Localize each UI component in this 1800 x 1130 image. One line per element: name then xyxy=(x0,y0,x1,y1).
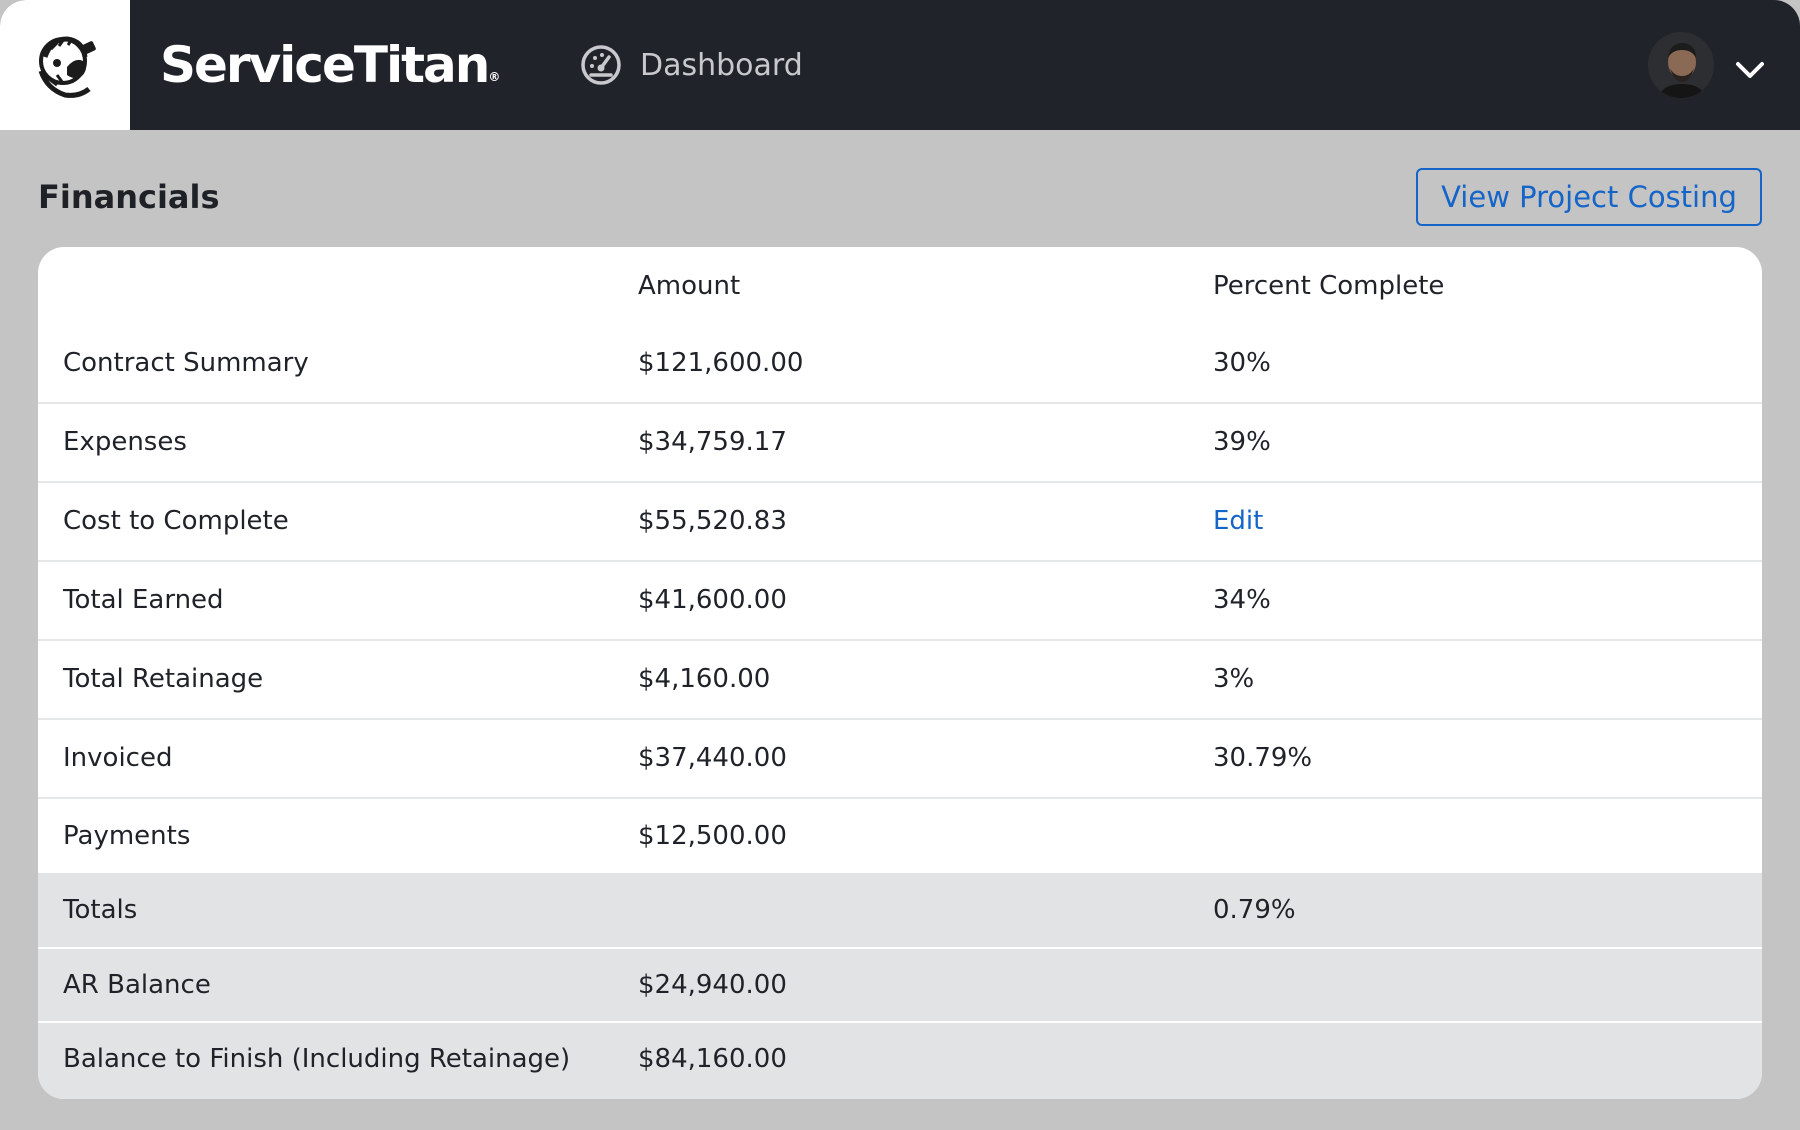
row-label: Total Earned xyxy=(63,585,224,615)
chevron-down-icon[interactable] xyxy=(1732,52,1768,88)
row-percent: 34% xyxy=(1213,585,1271,615)
table-row: Cost to Complete $55,520.83 Edit xyxy=(38,483,1762,562)
row-label: Contract Summary xyxy=(63,348,309,378)
row-label: Expenses xyxy=(63,427,187,457)
totals-row: Totals 0.79% xyxy=(38,873,1762,949)
titan-mascot-icon xyxy=(38,36,96,98)
dashboard-gauge-icon xyxy=(581,45,621,85)
row-percent: 30% xyxy=(1213,348,1271,378)
user-photo-icon xyxy=(1648,32,1714,98)
nav-dashboard-label: Dashboard xyxy=(640,47,803,83)
table-row: Contract Summary $121,600.00 30% xyxy=(38,325,1762,404)
financials-table: Amount Percent Complete Contract Summary… xyxy=(38,247,1762,1099)
row-percent: 30.79% xyxy=(1213,743,1313,773)
view-project-costing-button[interactable]: View Project Costing xyxy=(1416,168,1762,226)
row-percent: 0.79% xyxy=(1213,895,1296,925)
row-amount: $55,520.83 xyxy=(638,506,787,536)
column-header-amount: Amount xyxy=(638,271,741,301)
row-amount: $4,160.00 xyxy=(638,664,771,694)
table-row: Total Retainage $4,160.00 3% xyxy=(38,641,1762,720)
row-label: AR Balance xyxy=(63,970,211,1000)
row-amount: $34,759.17 xyxy=(638,427,787,457)
row-percent: 3% xyxy=(1213,664,1255,694)
table-row: Payments $12,500.00 xyxy=(38,799,1762,873)
row-amount: $41,600.00 xyxy=(638,585,787,615)
totals-row: Balance to Finish (Including Retainage) … xyxy=(38,1023,1762,1095)
table-row: Invoiced $37,440.00 30.79% xyxy=(38,720,1762,799)
registered-mark: ® xyxy=(488,70,501,84)
row-label: Cost to Complete xyxy=(63,506,289,536)
row-label: Payments xyxy=(63,821,191,851)
row-amount: $37,440.00 xyxy=(638,743,787,773)
brand-text: ServiceTitan xyxy=(160,36,490,94)
row-amount: $24,940.00 xyxy=(638,970,787,1000)
row-label: Totals xyxy=(63,895,138,925)
nav-dashboard-link[interactable]: Dashboard xyxy=(580,40,803,90)
row-amount: $121,600.00 xyxy=(638,348,804,378)
table-row: Expenses $34,759.17 39% xyxy=(38,404,1762,483)
row-percent: 39% xyxy=(1213,427,1271,457)
column-header-percent-complete: Percent Complete xyxy=(1213,271,1445,301)
row-amount: $12,500.00 xyxy=(638,821,787,851)
brand-name: ServiceTitan® xyxy=(160,32,500,98)
row-label: Total Retainage xyxy=(63,664,264,694)
table-row: Total Earned $41,600.00 34% xyxy=(38,562,1762,641)
edit-cost-to-complete-link[interactable]: Edit xyxy=(1213,506,1264,536)
financials-title: Financials xyxy=(38,178,220,216)
totals-row: AR Balance $24,940.00 xyxy=(38,949,1762,1023)
row-label: Balance to Finish (Including Retainage) xyxy=(63,1044,571,1074)
user-avatar[interactable] xyxy=(1648,32,1714,98)
totals-section xyxy=(38,873,1762,1099)
top-navigation-bar: ServiceTitan® Dashboard xyxy=(0,0,1800,130)
row-amount: $84,160.00 xyxy=(638,1044,787,1074)
row-label: Invoiced xyxy=(63,743,173,773)
table-header-row: Amount Percent Complete xyxy=(38,247,1762,325)
servicetitan-logo[interactable] xyxy=(0,0,130,130)
